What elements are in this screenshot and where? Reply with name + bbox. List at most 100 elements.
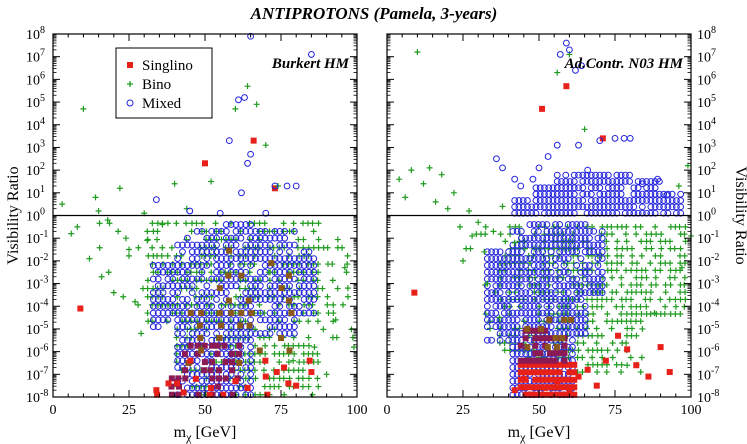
mixed-point xyxy=(188,384,196,392)
mixed-point xyxy=(647,209,655,217)
bino-point xyxy=(251,220,258,227)
bino-point xyxy=(343,269,350,276)
mixed-point xyxy=(213,268,220,276)
mixed-point xyxy=(500,302,508,310)
bino-point xyxy=(678,264,685,271)
singlino-point xyxy=(542,391,549,398)
mixed-point xyxy=(560,296,568,303)
mixed-point xyxy=(276,302,284,310)
singlino-point xyxy=(542,384,549,391)
mixed-point xyxy=(500,323,508,331)
mixed-point xyxy=(543,241,551,249)
mixed-point xyxy=(586,268,593,276)
mixed-point xyxy=(573,296,581,303)
mixed-point xyxy=(286,248,293,256)
bino-point xyxy=(251,326,258,333)
mixed-point xyxy=(598,248,606,256)
mixed-point xyxy=(222,316,230,324)
singlino-point xyxy=(532,361,539,368)
mixed-point xyxy=(208,248,216,256)
bino-point xyxy=(622,231,629,238)
mixed-point xyxy=(556,296,564,303)
y-tick-label: 10-5 xyxy=(697,320,719,338)
bino-point xyxy=(677,310,684,317)
mixed-point xyxy=(536,197,544,204)
mixed-point xyxy=(183,323,191,331)
mixed-point xyxy=(509,248,517,256)
mixed-point xyxy=(519,209,527,217)
mixed-point xyxy=(569,275,576,283)
mixed-point xyxy=(237,227,245,235)
singlino-point xyxy=(244,384,251,391)
mixed-point xyxy=(276,316,284,324)
mixed-point xyxy=(609,197,616,204)
mixed-point xyxy=(247,391,255,399)
mixed-point xyxy=(647,190,655,198)
mixed-point xyxy=(581,262,589,269)
mixed-point xyxy=(581,221,589,228)
singlino-point xyxy=(192,375,199,382)
bino-point xyxy=(662,289,669,296)
mixed-point xyxy=(532,209,540,217)
mixed-point xyxy=(492,268,500,276)
bino-point xyxy=(329,261,336,268)
mixed-point xyxy=(208,350,216,358)
singlino-overlap-point xyxy=(201,359,208,366)
mixed-point xyxy=(290,302,298,310)
mixed-point xyxy=(222,234,230,242)
mixed-point xyxy=(526,255,534,263)
mixed-point xyxy=(149,289,157,297)
mixed-point xyxy=(208,302,216,310)
singlino-overlap-point xyxy=(288,310,295,317)
singlino-point xyxy=(599,135,606,142)
mixed-point xyxy=(604,197,612,204)
bino-point xyxy=(300,236,307,243)
bino-point xyxy=(618,252,625,259)
mixed-point xyxy=(541,203,548,211)
singlino-overlap-point xyxy=(221,342,228,349)
mixed-point xyxy=(592,209,599,217)
mixed-point xyxy=(188,275,196,283)
singlino-point xyxy=(566,376,573,383)
left-x-axis-label: mχ [GeV] xyxy=(174,424,237,444)
bino-point xyxy=(613,303,620,310)
mixed-point xyxy=(545,197,553,204)
mixed-point xyxy=(208,289,216,297)
mixed-point xyxy=(261,248,269,256)
bino-point xyxy=(188,318,195,325)
singlino-point xyxy=(202,160,208,167)
mixed-point xyxy=(222,262,230,269)
mixed-point xyxy=(613,184,621,192)
mixed-point xyxy=(483,255,491,263)
singlino-point xyxy=(532,384,539,391)
mixed-point xyxy=(218,275,225,283)
mixed-point xyxy=(227,384,235,392)
bino-point xyxy=(628,267,635,274)
mixed-point xyxy=(237,255,245,263)
x-tick-label: 25 xyxy=(456,403,470,418)
mixed-point xyxy=(237,248,245,256)
mixed-point xyxy=(232,227,240,235)
bino-point xyxy=(149,220,156,227)
bino-point xyxy=(305,342,312,349)
mixed-point xyxy=(517,289,525,297)
mixed-point xyxy=(222,289,230,297)
mixed-point xyxy=(276,275,284,283)
mixed-point xyxy=(560,268,568,276)
mixed-point xyxy=(562,209,570,217)
bino-point xyxy=(662,281,669,288)
mixed-point xyxy=(247,370,255,378)
mixed-point xyxy=(596,184,604,192)
mixed-point xyxy=(242,248,250,256)
bino-point xyxy=(642,267,649,274)
mixed-point xyxy=(500,309,508,317)
mixed-point xyxy=(539,248,547,256)
mixed-point xyxy=(558,184,565,192)
mixed-point xyxy=(549,190,557,198)
mixed-point xyxy=(539,268,547,276)
mixed-point xyxy=(621,178,629,185)
bino-point xyxy=(682,296,689,303)
mixed-point xyxy=(174,289,182,297)
bino-point xyxy=(168,244,175,251)
mixed-point xyxy=(242,227,250,235)
